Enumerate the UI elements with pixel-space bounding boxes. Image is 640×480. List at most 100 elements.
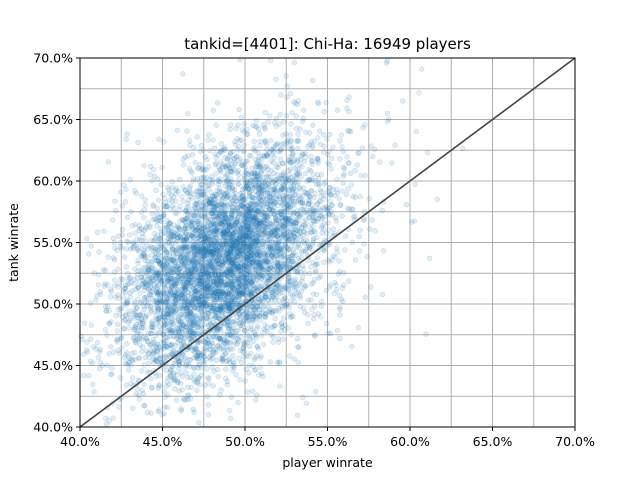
scatter-point <box>254 392 260 398</box>
scatter-point <box>243 283 249 290</box>
scatter-point <box>325 220 331 226</box>
scatter-point <box>312 303 318 309</box>
scatter-point <box>213 314 219 321</box>
scatter-point <box>177 319 184 326</box>
scatter-point <box>240 354 247 360</box>
scatter-point <box>179 252 185 258</box>
scatter-point <box>236 181 242 187</box>
scatter-point <box>152 236 158 243</box>
scatter-point <box>313 291 320 298</box>
scatter-point <box>273 76 279 83</box>
scatter-point <box>197 281 203 287</box>
scatter-point <box>226 254 232 261</box>
scatter-point <box>228 215 234 221</box>
scatter-point <box>212 227 218 234</box>
scatter-point <box>205 412 212 418</box>
scatter-point <box>315 160 321 166</box>
scatter-point <box>242 185 249 192</box>
scatter-point <box>233 125 239 132</box>
scatter-point <box>203 335 209 341</box>
scatter-point <box>210 229 216 235</box>
scatter-point <box>211 217 217 224</box>
scatter-point <box>253 288 260 294</box>
scatter-point <box>209 261 215 267</box>
scatter-point <box>204 247 210 253</box>
scatter-point <box>203 344 209 351</box>
scatter-point <box>177 203 183 209</box>
scatter-point <box>153 342 159 348</box>
scatter-point <box>219 222 225 228</box>
scatter-point <box>233 332 239 338</box>
scatter-point <box>127 232 133 238</box>
scatter-point <box>295 255 302 261</box>
scatter-point <box>199 311 205 317</box>
scatter-point <box>257 219 263 226</box>
scatter-point <box>252 397 259 403</box>
scatter-point <box>144 254 150 260</box>
scatter-point <box>203 315 209 322</box>
scatter-point <box>179 341 185 347</box>
scatter-point <box>224 323 230 329</box>
scatter-point <box>107 294 114 300</box>
scatter-point <box>225 220 232 226</box>
scatter-point <box>143 294 150 300</box>
scatter-point <box>295 98 302 104</box>
scatter-point <box>253 223 259 229</box>
scatter-point <box>243 212 249 218</box>
scatter-point <box>263 258 269 264</box>
scatter-point <box>181 270 188 277</box>
scatter-point <box>203 303 209 309</box>
scatter-point <box>212 151 218 157</box>
scatter-point <box>141 215 147 221</box>
scatter-point <box>329 202 335 209</box>
scatter-point <box>145 258 151 265</box>
scatter-point <box>164 344 170 350</box>
scatter-point <box>292 239 298 245</box>
scatter-point <box>244 255 250 261</box>
scatter-point <box>349 239 356 245</box>
scatter-point <box>260 205 266 211</box>
scatter-point <box>197 381 203 388</box>
scatter-point <box>181 237 187 244</box>
scatter-point <box>103 421 110 427</box>
scatter-point <box>294 171 300 177</box>
scatter-point <box>230 243 237 249</box>
scatter-point <box>217 392 223 398</box>
scatter-point <box>291 284 297 290</box>
scatter-point <box>250 240 256 246</box>
scatter-point <box>290 247 296 253</box>
scatter-point <box>204 289 210 295</box>
scatter-points <box>78 57 466 427</box>
scatter-point <box>248 226 254 233</box>
scatter-point <box>149 385 155 391</box>
scatter-point <box>256 181 262 187</box>
scatter-point <box>185 203 192 210</box>
scatter-point <box>281 205 287 212</box>
scatter-point <box>141 246 147 253</box>
scatter-point <box>167 288 173 294</box>
scatter-point <box>247 227 253 233</box>
scatter-point <box>233 228 239 234</box>
scatter-point <box>119 245 125 251</box>
scatter-point <box>248 153 254 159</box>
scatter-point <box>232 142 239 148</box>
scatter-point <box>243 366 249 372</box>
scatter-point <box>170 233 176 239</box>
scatter-point <box>264 151 270 158</box>
scatter-point <box>250 217 257 223</box>
scatter-point <box>174 294 180 300</box>
scatter-point <box>201 345 208 351</box>
scatter-point <box>166 187 172 193</box>
scatter-point <box>230 329 236 335</box>
scatter-point <box>340 164 347 171</box>
scatter-point <box>183 264 190 270</box>
scatter-point <box>218 309 224 315</box>
scatter-point <box>237 229 244 236</box>
scatter-point <box>105 159 112 165</box>
scatter-point <box>211 246 217 253</box>
scatter-point <box>199 352 205 358</box>
scatter-point <box>352 257 359 263</box>
scatter-point <box>226 306 233 312</box>
scatter-point <box>296 242 302 248</box>
scatter-point <box>282 215 288 221</box>
